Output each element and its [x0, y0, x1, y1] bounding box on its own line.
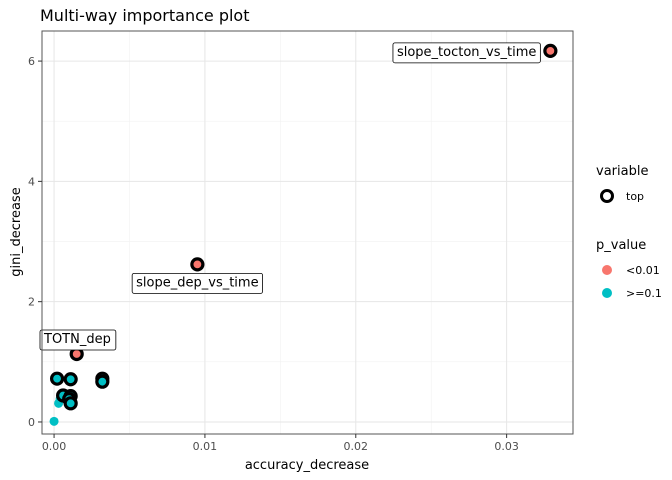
annotation-box	[131, 272, 263, 294]
x-tick-label: 0.01	[193, 440, 218, 453]
y-tick-label: 6	[28, 55, 35, 68]
data-point-top	[49, 371, 65, 386]
legend-title-p-value: p_value	[596, 238, 646, 253]
annotation: slope_tocton_vs_time	[392, 42, 541, 64]
data-points	[49, 43, 558, 426]
data-point-top	[543, 43, 558, 58]
x-axis-ticks: 0.00 0.01 0.02 0.03	[42, 434, 519, 453]
annotation-label: slope_tocton_vs_time	[397, 45, 536, 60]
plot-panel: slope_tocton_vs_time slope_dep_vs_time TOT…	[39, 30, 574, 435]
y-tick-label: 0	[28, 416, 35, 429]
annotation: slope_dep_vs_time	[131, 272, 263, 294]
data-point-top	[190, 257, 205, 272]
x-axis-title: accuracy_decrease	[245, 458, 369, 473]
x-tick-label: 0.02	[344, 440, 369, 453]
chart-title: Multi-way importance plot	[40, 6, 250, 25]
data-point	[49, 416, 59, 426]
legend-title-variable: variable	[596, 164, 648, 179]
y-tick-label: 2	[28, 296, 35, 309]
legend-label-top: top	[626, 190, 644, 203]
x-tick-label: 0.03	[494, 440, 519, 453]
annotation-box	[39, 329, 117, 351]
panel-border	[41, 30, 574, 435]
annotation: TOTN_dep	[39, 329, 117, 351]
annotation-label: slope_dep_vs_time	[136, 275, 258, 290]
annotation-label: TOTN_dep	[43, 332, 111, 347]
data-point-top	[63, 396, 78, 411]
panel-background	[42, 31, 573, 434]
legend-key-lt001	[602, 265, 612, 275]
legend-key-ge01	[602, 288, 612, 298]
data-point-top	[95, 374, 110, 389]
data-point-top	[63, 372, 78, 387]
legend: variable top p_value <0.01 >=0.1	[596, 164, 662, 300]
annotation-box	[392, 42, 541, 64]
point-annotations: slope_tocton_vs_time slope_dep_vs_time TOT…	[39, 42, 541, 351]
y-axis-title: gini_decrease	[9, 187, 24, 276]
y-axis-ticks: 0 2 4 6	[28, 55, 42, 429]
x-tick-label: 0.00	[42, 440, 67, 453]
legend-label-ge01: >=0.1	[626, 287, 662, 300]
y-tick-label: 4	[28, 175, 35, 188]
legend-label-lt001: <0.01	[626, 264, 660, 277]
legend-key-top	[600, 189, 614, 203]
